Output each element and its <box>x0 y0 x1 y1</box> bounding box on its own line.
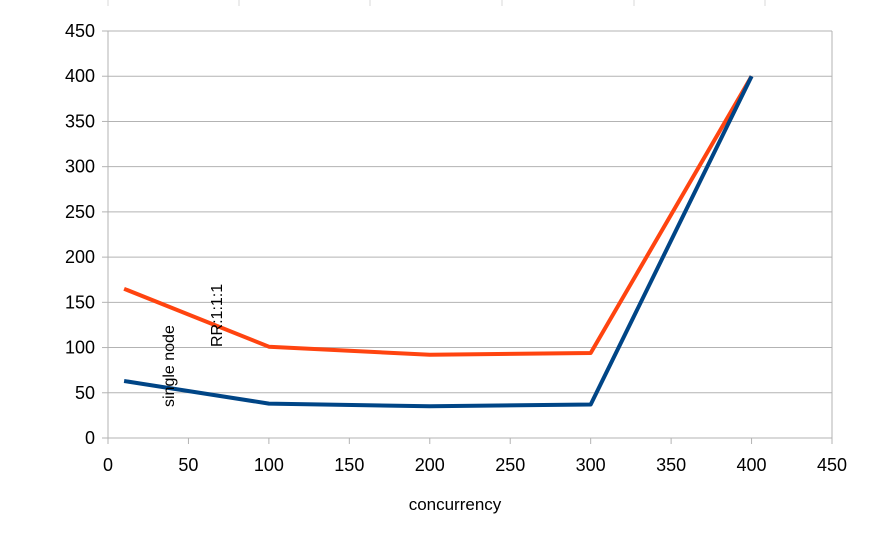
x-tick-label: 200 <box>415 455 445 475</box>
series-line <box>123 75 754 409</box>
y-tick-label: 300 <box>65 157 95 177</box>
y-tick-label: 450 <box>65 21 95 41</box>
y-tick-label: 350 <box>65 111 95 131</box>
x-tick-label: 0 <box>103 455 113 475</box>
x-tick-label: 50 <box>178 455 198 475</box>
series-label: single node <box>161 325 178 407</box>
x-tick-label: 100 <box>254 455 284 475</box>
y-tick-label: 250 <box>65 202 95 222</box>
x-tick-label: 400 <box>737 455 767 475</box>
y-gridlines <box>102 30 832 439</box>
x-tick-labels: 0 50 100 150 200 250 300 350 400 450 <box>103 455 847 475</box>
series-label: RR:1:1:1 <box>209 284 226 347</box>
series-labels: RR:1:1:1 single node <box>161 284 226 407</box>
x-tick-label: 150 <box>334 455 364 475</box>
y-tick-label: 400 <box>65 66 95 86</box>
y-tick-labels: 0 50 100 150 200 250 300 350 400 450 <box>65 21 95 448</box>
x-tick-label: 350 <box>656 455 686 475</box>
x-axis-title: concurrency <box>409 495 502 514</box>
y-tick-label: 50 <box>75 383 95 403</box>
y-tick-label: 100 <box>65 338 95 358</box>
y-tick-label: 150 <box>65 292 95 312</box>
x-tick-label: 450 <box>817 455 847 475</box>
y-tick-label: 200 <box>65 247 95 267</box>
x-tick-label: 300 <box>576 455 606 475</box>
x-tick-label: 250 <box>495 455 525 475</box>
top-border-ticks <box>107 0 766 6</box>
y-tick-label: 0 <box>85 428 95 448</box>
series-line <box>123 75 754 357</box>
series-lines <box>123 75 754 409</box>
axes <box>107 31 833 444</box>
